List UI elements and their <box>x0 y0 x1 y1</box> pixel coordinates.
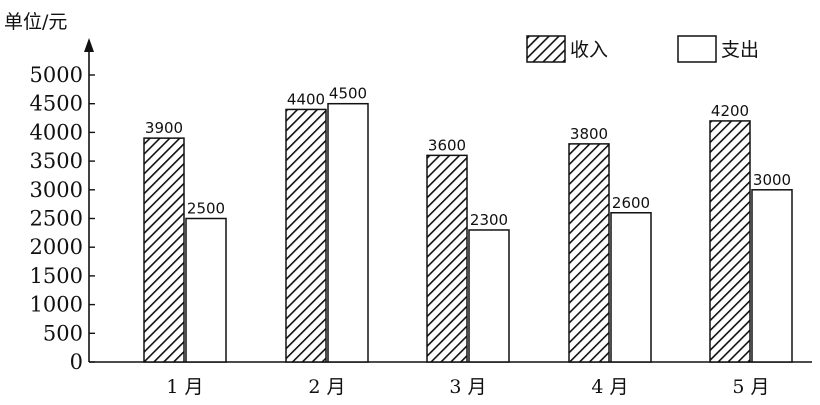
y-tick-label: 2500 <box>30 207 83 231</box>
expense-bar <box>751 189 793 363</box>
expense-data-label: 3000 <box>753 171 791 189</box>
x-category-label: 3 月 <box>449 376 486 398</box>
income-bar <box>143 137 185 363</box>
axes: 0 500 1000 1500 2000 2500 3000 3500 4000 4500 5000… <box>30 38 812 398</box>
bars <box>143 102 793 363</box>
income-data-label: 3600 <box>428 136 466 154</box>
legend-swatch-income <box>526 35 566 63</box>
income-data-label: 4400 <box>287 90 325 108</box>
expense-data-label: 2600 <box>612 194 650 212</box>
x-category-label: 2 月 <box>308 376 345 398</box>
expense-bar <box>185 217 227 363</box>
legend-swatch-expense <box>677 35 717 63</box>
legend-label-expense: 支出 <box>721 39 759 61</box>
income-bar <box>285 108 327 363</box>
expense-data-label: 2300 <box>470 211 508 229</box>
income-bar <box>568 143 610 363</box>
y-tick-label: 4500 <box>30 92 83 116</box>
income-bar <box>426 154 468 363</box>
y-axis-unit-label: 单位/元 <box>4 11 67 33</box>
income-data-label: 3800 <box>570 125 608 143</box>
legend: 收入 支出 <box>526 35 759 63</box>
x-category-label: 1 月 <box>166 376 203 398</box>
income-bar <box>709 120 751 363</box>
y-tick-label: 4000 <box>30 120 83 144</box>
income-data-label: 4200 <box>711 102 749 120</box>
expense-data-label: 4500 <box>329 85 367 103</box>
y-tick-label: 3000 <box>30 178 83 202</box>
y-tick-label: 500 <box>43 321 83 345</box>
legend-label-income: 收入 <box>570 39 608 61</box>
expense-bar <box>610 212 652 363</box>
y-tick-label: 1500 <box>30 264 83 288</box>
income-data-label: 3900 <box>145 119 183 137</box>
y-tick-label: 0 <box>70 350 83 374</box>
expense-bar <box>327 102 369 363</box>
y-tick-label: 3500 <box>30 149 83 173</box>
x-category-label: 5 月 <box>732 376 769 398</box>
y-axis-arrow <box>84 38 94 52</box>
y-tick-label: 5000 <box>30 63 83 87</box>
data-labels: 3900 4400 3600 3800 4200 2500 4500 2300 2600 3000 <box>145 85 791 229</box>
x-category-label: 4 月 <box>591 376 628 398</box>
expense-bar <box>468 229 510 363</box>
y-tick-label: 1000 <box>30 293 83 317</box>
y-tick-label: 2000 <box>30 235 83 259</box>
expense-data-label: 2500 <box>187 200 225 218</box>
